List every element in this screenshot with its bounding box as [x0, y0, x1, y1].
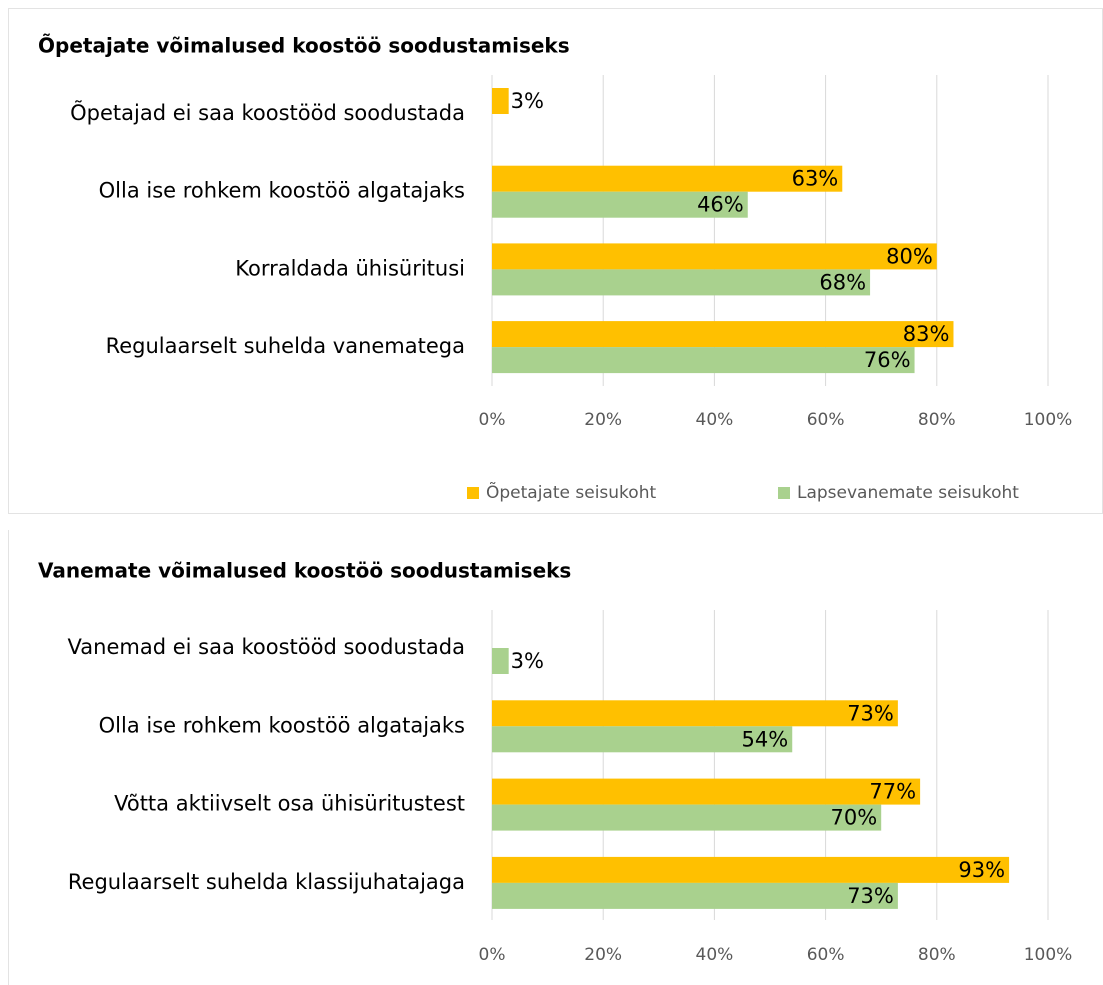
x-tick-label: 40%: [696, 945, 734, 965]
value-label: 54%: [742, 727, 789, 751]
legend-label: Õpetajate seisukoht: [486, 481, 656, 503]
chart-title: Vanemate võimalused koostöö soodustamise…: [38, 559, 571, 583]
category-label: Õpetajad ei saa koostööd soodustada: [70, 99, 465, 125]
value-label: 80%: [886, 244, 933, 268]
bar: [492, 165, 843, 192]
bar: [492, 191, 748, 218]
bar: [492, 648, 509, 674]
category-label: Olla ise rohkem koostöö algatajaks: [99, 713, 465, 737]
x-tick-label: 100%: [1024, 945, 1073, 965]
bar: [492, 856, 1010, 883]
x-tick-label: 80%: [918, 410, 956, 430]
value-label: 93%: [958, 858, 1005, 882]
bar: [492, 726, 793, 753]
value-label: 76%: [864, 348, 911, 372]
category-label: Regulaarselt suhelda vanematega: [106, 334, 465, 358]
x-tick-label: 100%: [1024, 410, 1073, 430]
x-tick-label: 60%: [807, 410, 845, 430]
value-label: 83%: [903, 322, 950, 346]
bar: [492, 882, 898, 909]
value-label: 3%: [511, 89, 544, 113]
bar: [492, 269, 871, 296]
category-label: Olla ise rohkem koostöö algatajaks: [99, 179, 465, 203]
x-tick-label: 0%: [479, 945, 506, 965]
value-label: 68%: [819, 270, 866, 294]
value-label: 73%: [847, 701, 894, 725]
legend-label: Lapsevanemate seisukoht: [797, 483, 1019, 503]
legend-swatch: [467, 487, 479, 499]
bar: [492, 243, 937, 270]
value-label: 46%: [697, 193, 744, 217]
value-label: 3%: [511, 649, 544, 673]
x-tick-label: 20%: [584, 945, 622, 965]
bar: [492, 321, 954, 348]
bar: [492, 88, 509, 114]
value-label: 73%: [847, 884, 894, 908]
x-tick-label: 20%: [584, 410, 622, 430]
category-label: Vanemad ei saa koostööd soodustada: [68, 635, 465, 659]
legend-swatch: [778, 487, 790, 499]
category-label: Korraldada ühisüritusi: [235, 256, 465, 280]
bar: [492, 804, 882, 831]
x-tick-label: 60%: [807, 945, 845, 965]
bar: [492, 347, 915, 374]
x-tick-label: 80%: [918, 945, 956, 965]
category-label: Võtta aktiivselt osa ühisüritustest: [114, 792, 465, 816]
category-label: Regulaarselt suhelda klassijuhatajaga: [68, 870, 465, 894]
value-label: 70%: [831, 806, 878, 830]
x-tick-label: 40%: [696, 410, 734, 430]
chart-title: Õpetajate võimalused koostöö soodustamis…: [38, 34, 570, 58]
value-label: 63%: [792, 167, 839, 191]
bar: [492, 700, 898, 727]
bar: [492, 778, 921, 805]
x-tick-label: 0%: [479, 410, 506, 430]
value-label: 77%: [869, 780, 916, 804]
